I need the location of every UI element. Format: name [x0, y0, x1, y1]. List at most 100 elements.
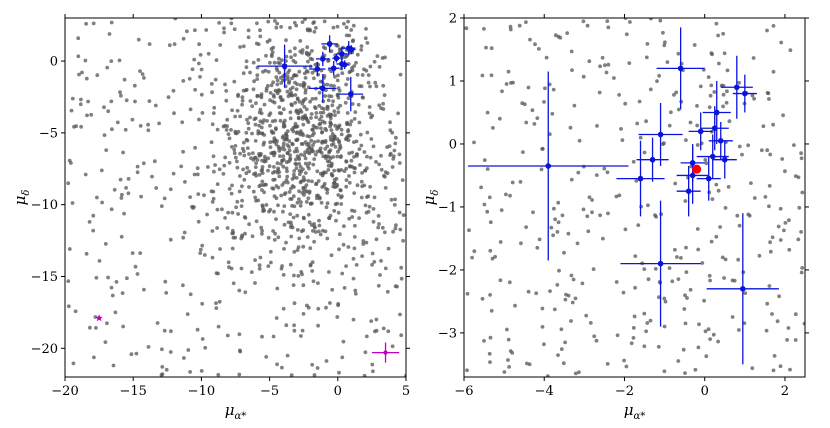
field-star-point — [398, 227, 403, 232]
field-star-point — [313, 125, 317, 129]
field-star-point — [269, 53, 274, 57]
field-star-point — [710, 197, 715, 202]
field-star-point — [361, 239, 366, 243]
field-star-point — [217, 299, 222, 304]
field-star-point — [223, 82, 227, 87]
field-star-point — [71, 361, 76, 366]
field-star-point — [323, 94, 328, 98]
field-star-point — [93, 315, 98, 319]
field-star-point — [232, 27, 237, 32]
field-star-point — [293, 161, 298, 166]
field-star-point — [506, 69, 511, 74]
x-axis-label-sub: α* — [633, 411, 645, 422]
field-star-point — [692, 43, 697, 47]
field-star-point — [540, 325, 545, 329]
field-star-point — [290, 76, 294, 81]
field-star-point — [543, 86, 547, 91]
field-star-point — [272, 100, 277, 105]
field-star-point — [642, 311, 647, 316]
field-star-point — [708, 278, 712, 283]
field-star-point — [336, 95, 341, 100]
field-star-point — [221, 124, 226, 129]
x-axis-label-main: μ — [225, 401, 235, 419]
field-star-point — [765, 301, 770, 306]
field-star-point — [67, 247, 72, 251]
field-star-point — [250, 104, 255, 108]
field-star-point — [296, 245, 301, 250]
field-star-point — [265, 119, 269, 123]
field-star-point — [130, 251, 135, 256]
field-star-point — [122, 211, 126, 216]
field-star-point — [329, 163, 334, 168]
field-star-point — [711, 332, 716, 337]
field-star-point — [110, 127, 114, 132]
field-star-point — [268, 249, 273, 254]
field-star-point — [352, 155, 356, 159]
member-errorbar — [696, 134, 729, 179]
y-tick-label: −3 — [438, 326, 457, 341]
field-star-point — [751, 56, 756, 60]
field-star-point — [88, 325, 92, 330]
y-axis: 0 −5 −10 −15 −20 — [31, 55, 410, 357]
field-star-point — [254, 161, 258, 166]
field-star-point — [295, 130, 299, 135]
field-star-point — [348, 133, 352, 138]
field-star-point — [275, 170, 280, 175]
field-star-point — [325, 107, 330, 111]
field-star-point — [325, 114, 330, 118]
field-star-point — [120, 291, 125, 295]
field-star-point — [252, 4, 256, 8]
field-star-point — [381, 83, 386, 88]
field-star-point — [270, 119, 275, 124]
field-star-point — [472, 140, 476, 145]
field-star-point — [195, 172, 200, 177]
field-star-point — [79, 124, 83, 129]
field-star-point — [97, 259, 102, 263]
field-star-point — [138, 124, 143, 128]
field-star-point — [594, 173, 599, 178]
field-star-point — [646, 203, 650, 208]
field-star-point — [66, 279, 71, 283]
field-star-point — [557, 268, 561, 273]
field-star-point — [91, 213, 96, 218]
field-star-point — [83, 58, 88, 63]
field-star-point — [344, 25, 349, 30]
field-star-point — [359, 179, 364, 184]
field-star-point — [244, 87, 249, 92]
member-errorbar — [732, 74, 757, 113]
field-star-point — [563, 340, 567, 345]
field-star-point — [84, 21, 88, 26]
field-star-point — [253, 122, 258, 127]
field-star-point — [255, 93, 260, 98]
field-star-point — [293, 53, 297, 57]
field-star-point — [312, 373, 317, 377]
field-star-point — [336, 193, 341, 197]
field-stars — [464, 18, 805, 377]
field-star-point — [292, 250, 297, 254]
field-star-point — [168, 187, 173, 192]
field-star-point — [159, 204, 164, 209]
field-star-point — [91, 228, 96, 233]
field-star-point — [357, 216, 361, 221]
field-star-point — [230, 246, 235, 251]
field-star-point — [349, 119, 354, 124]
field-star-point — [102, 105, 106, 110]
field-star-point — [329, 94, 334, 99]
field-star-point — [648, 318, 653, 323]
field-star-point — [285, 74, 290, 79]
field-star-point — [289, 55, 293, 60]
field-star-point — [317, 218, 321, 223]
field-star-point — [206, 51, 211, 56]
member-errorbar — [616, 140, 665, 217]
field-star-point — [374, 84, 379, 89]
field-star-point — [305, 164, 310, 169]
field-star-point — [737, 80, 741, 85]
field-star-point — [339, 132, 344, 137]
field-star-point — [276, 203, 280, 208]
field-star-point — [372, 195, 377, 200]
field-star-point — [312, 140, 317, 144]
field-star-point — [309, 116, 313, 120]
member-errorbar — [638, 103, 683, 167]
field-star-point — [233, 131, 238, 136]
field-star-point — [285, 174, 290, 179]
